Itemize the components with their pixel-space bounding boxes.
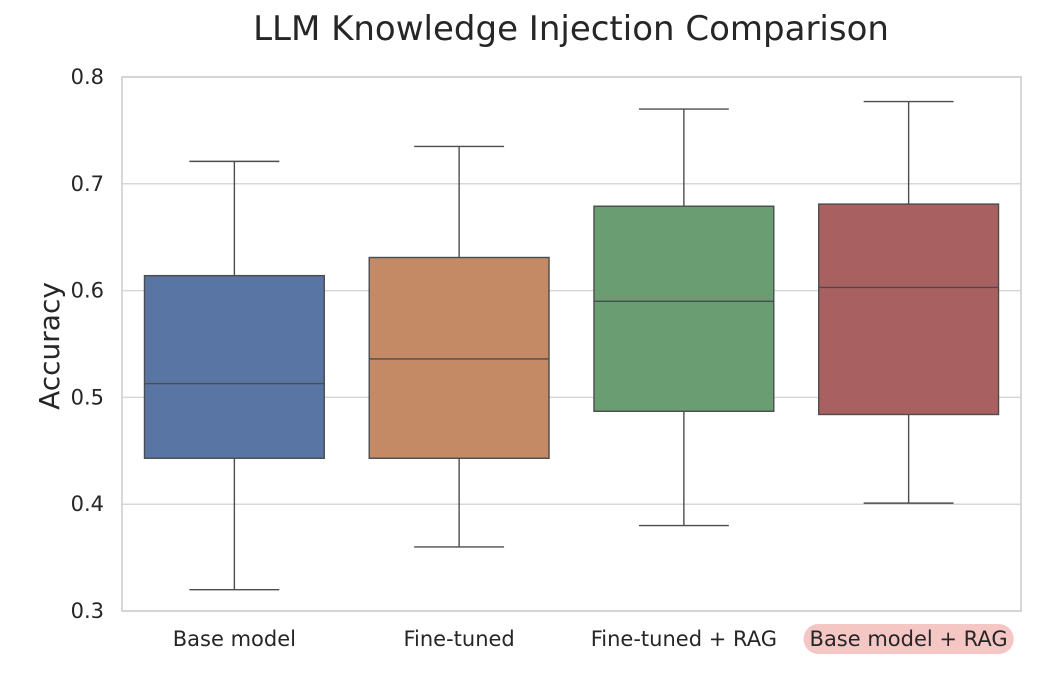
box bbox=[593, 205, 775, 412]
box-group bbox=[593, 108, 775, 527]
x-tick-highlight bbox=[803, 624, 1014, 654]
x-tick-label: Fine-tuned bbox=[403, 627, 514, 651]
box-group bbox=[368, 145, 550, 548]
y-tick-label: 0.3 bbox=[71, 599, 104, 623]
x-tick-label: Base model bbox=[173, 627, 296, 651]
y-axis-label: Accuracy bbox=[33, 282, 66, 410]
y-tick-label: 0.6 bbox=[71, 279, 104, 303]
box-group bbox=[818, 100, 1000, 504]
box bbox=[818, 203, 1000, 416]
box bbox=[368, 256, 550, 459]
plot-border bbox=[121, 76, 1022, 612]
y-tick-label: 0.4 bbox=[71, 492, 104, 516]
x-ticks-layer: Base model Fine-tuned Fine-tuned + RAG Base… bbox=[173, 624, 1014, 654]
box-group bbox=[143, 160, 325, 591]
y-tick-label: 0.7 bbox=[71, 172, 104, 196]
box bbox=[143, 274, 325, 459]
y-tick-label: 0.5 bbox=[71, 385, 104, 409]
plot-layer bbox=[143, 100, 1000, 591]
x-tick-label: Fine-tuned + RAG bbox=[591, 627, 777, 651]
y-ticks-layer: 0.3 0.4 0.5 0.6 0.7 0.8 bbox=[71, 65, 104, 623]
y-tick-label: 0.8 bbox=[71, 65, 104, 89]
x-tick-label: Base model + RAG bbox=[810, 627, 1008, 651]
chart-title: LLM Knowledge Injection Comparison bbox=[253, 9, 889, 49]
